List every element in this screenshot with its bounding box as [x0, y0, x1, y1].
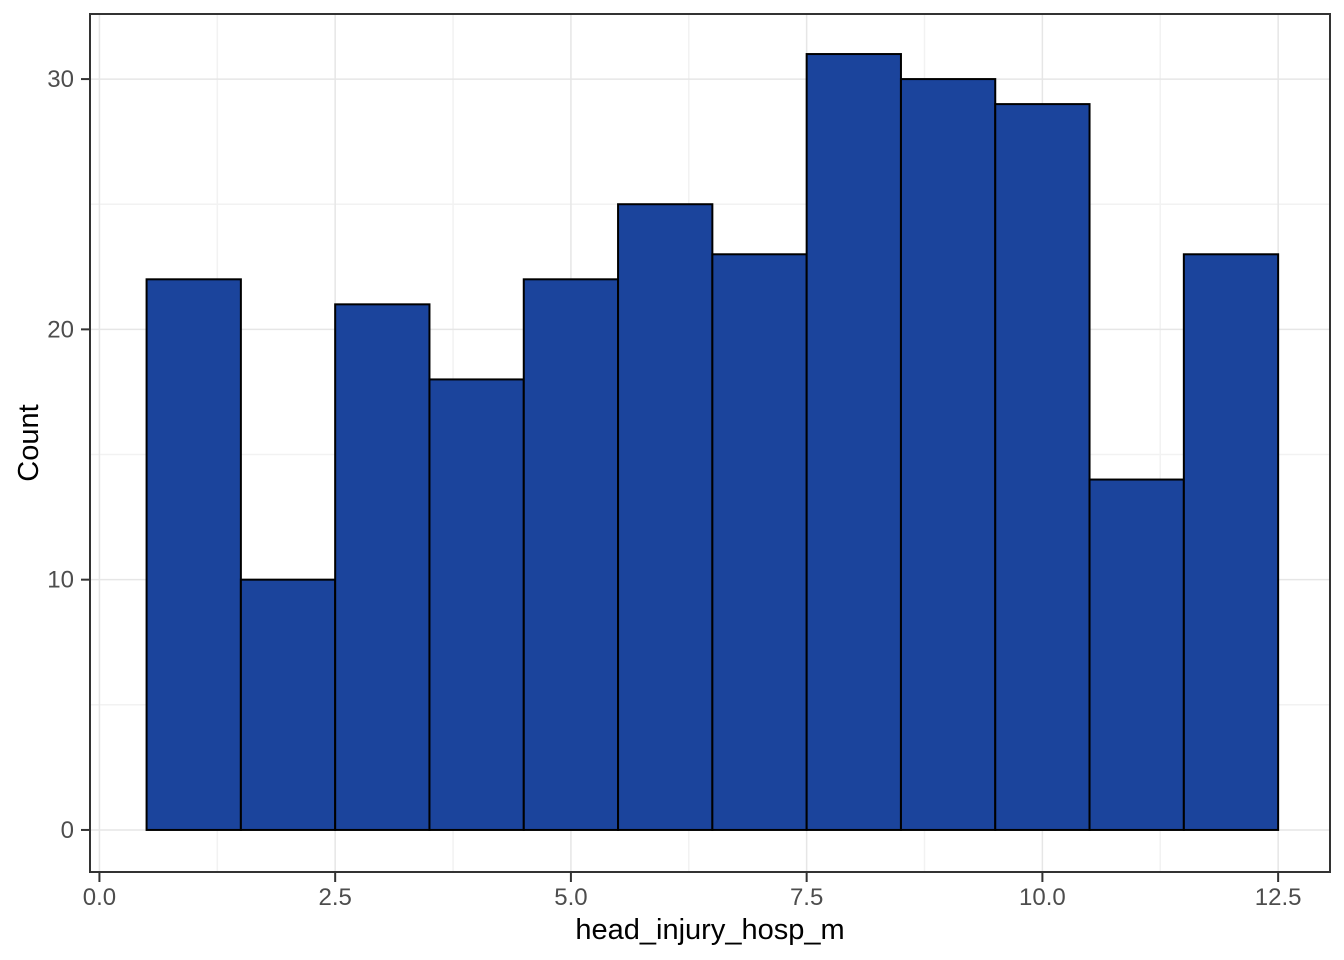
y-tick-label: 0	[61, 817, 74, 844]
y-axis-title: Count	[13, 404, 45, 481]
x-tick-label: 2.5	[318, 884, 351, 911]
panel-border-layer	[89, 13, 1331, 873]
histogram-bar	[899, 78, 997, 831]
histogram-bar	[994, 103, 1091, 831]
histogram-bar	[617, 203, 714, 831]
y-tick-label: 10	[47, 567, 74, 594]
histogram-bar	[1182, 253, 1280, 831]
axis-tick-labels-layer: 0.0 2.5 5.0 7.5 10.0 12.5 0 10 20 30	[47, 66, 1301, 911]
x-tick-label: 7.5	[790, 884, 823, 911]
x-axis-title: head_injury_hosp_m	[575, 914, 844, 946]
axis-ticks-layer	[81, 78, 1280, 882]
histogram-bar	[334, 303, 431, 831]
histogram-bar	[1088, 478, 1185, 831]
histogram-bar	[522, 278, 620, 831]
histogram-bar	[711, 253, 808, 831]
histogram-bar	[145, 278, 242, 831]
histogram-bar	[428, 378, 525, 831]
histogram-bar	[805, 53, 902, 831]
bars-layer	[145, 53, 1280, 831]
x-tick-label: 10.0	[1019, 884, 1066, 911]
x-tick-label: 0.0	[83, 884, 116, 911]
panel-border	[89, 13, 1331, 873]
x-tick-label: 12.5	[1255, 884, 1302, 911]
histogram-bar	[239, 578, 337, 831]
y-tick-label: 20	[47, 316, 74, 343]
x-tick-label: 5.0	[554, 884, 587, 911]
y-tick-label: 30	[47, 66, 74, 93]
